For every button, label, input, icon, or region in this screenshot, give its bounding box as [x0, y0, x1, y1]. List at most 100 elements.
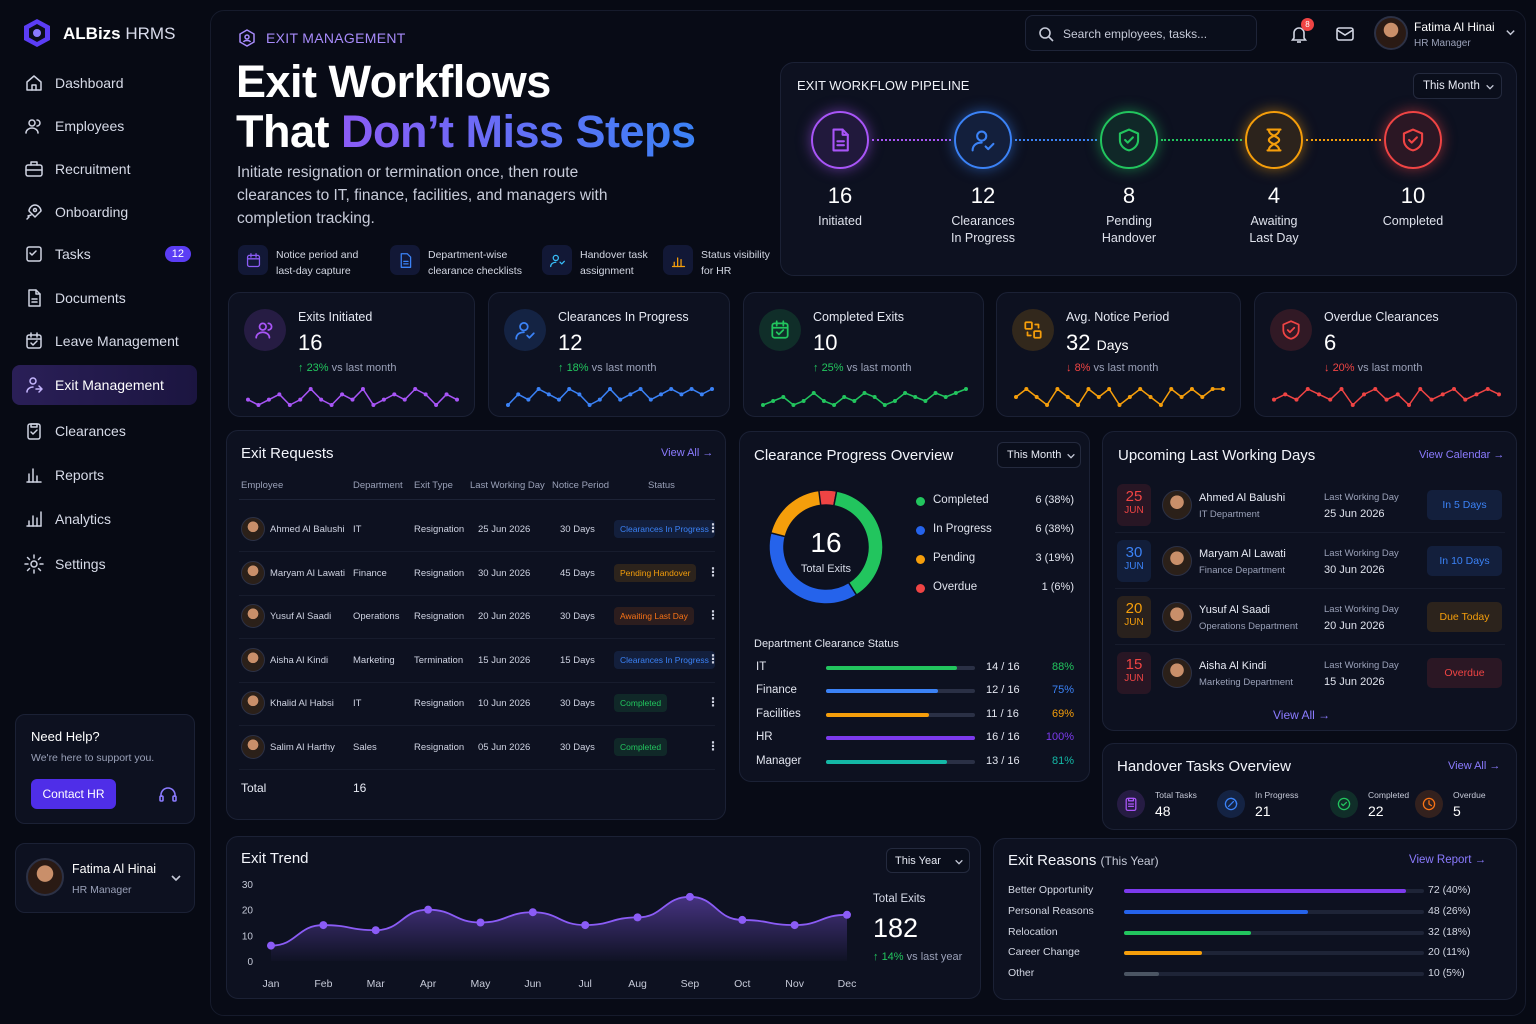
- sidebar-item-leave-management[interactable]: Leave Management: [12, 321, 197, 361]
- search-input[interactable]: Search employees, tasks...: [1025, 15, 1257, 51]
- sparkline-point: [1169, 387, 1174, 391]
- contact-hr-button[interactable]: Contact HR: [31, 779, 116, 809]
- sidebar-item-reports[interactable]: Reports: [12, 455, 197, 495]
- sparkline-point: [256, 403, 261, 407]
- divider: [239, 594, 715, 596]
- department: Sales: [353, 742, 377, 753]
- pipeline-step-2[interactable]: [954, 111, 1012, 169]
- sparkline-point: [608, 387, 612, 391]
- pipeline-step-label: Clearances In Progress: [951, 214, 1015, 245]
- arrow-right-icon: →: [702, 447, 714, 459]
- sparkline-point: [392, 392, 397, 397]
- more-options-icon[interactable]: ⋮: [707, 521, 719, 535]
- total-value: 16: [353, 781, 367, 795]
- more-options-icon[interactable]: ⋮: [707, 564, 719, 579]
- kpi-sparkline: [506, 387, 714, 407]
- avatar[interactable]: [1374, 16, 1408, 50]
- sidebar-item-tasks[interactable]: Tasks 12: [12, 234, 197, 274]
- sidebar-item-analytics[interactable]: Analytics: [12, 499, 197, 539]
- employee-department: Finance Department: [1199, 565, 1286, 576]
- more-options-icon[interactable]: ⋮: [707, 608, 719, 623]
- dept-count: 16 / 16: [986, 731, 1020, 744]
- last-working-day: 10 Jun 2026: [478, 698, 531, 710]
- pipeline-period-select[interactable]: This Month: [1413, 73, 1502, 99]
- sidebar-item-documents[interactable]: Documents: [12, 278, 197, 318]
- kpi-card: Exits Initiated 16 ↑ 23% vs last month: [228, 292, 475, 417]
- list-item[interactable]: 20 JUN Yusuf Al Saadi Operations Department…: [1103, 594, 1516, 645]
- employee-name: Ahmed Al Balushi: [1199, 492, 1286, 504]
- sidebar-item-clearances[interactable]: Clearances: [12, 411, 197, 451]
- sparkline-point: [933, 391, 938, 395]
- table-row[interactable]: Salim Al Harthy Sales Resignation 05 Jun 20…: [227, 727, 725, 770]
- pipeline-step-3[interactable]: [1100, 111, 1158, 169]
- table-row[interactable]: Ahmed Al Balushi IT Resignation 25 Jun 2026…: [227, 509, 725, 552]
- sidebar-item-recruitment[interactable]: Recruitment: [12, 149, 197, 189]
- legend-dot: [916, 497, 925, 506]
- sidebar-item-onboarding[interactable]: Onboarding: [12, 192, 197, 232]
- department: IT: [353, 698, 362, 710]
- pipeline-step-4[interactable]: [1245, 111, 1303, 169]
- clearance-period-select[interactable]: This Month: [997, 442, 1081, 468]
- last-working-day: 30 Jun 2026: [478, 567, 531, 579]
- more-options-icon[interactable]: ⋮: [707, 695, 719, 710]
- sparkline-point: [506, 403, 510, 407]
- sidebar-item-exit-management[interactable]: Exit Management: [12, 365, 197, 405]
- kpi-change: ↑ 18% vs last month: [558, 362, 657, 374]
- list-item[interactable]: 30 JUN Maryam Al Lawati Finance Department L…: [1103, 538, 1516, 589]
- table-row[interactable]: Maryam Al Lawati Finance Resignation 30 Jun…: [227, 553, 725, 596]
- sparkline-point: [1272, 397, 1276, 402]
- department: Finance: [353, 567, 387, 579]
- reason-label: Better Opportunity: [1008, 884, 1094, 896]
- more-options-icon[interactable]: ⋮: [707, 739, 719, 753]
- pipeline-step-1[interactable]: [811, 111, 869, 169]
- sparkline-point: [628, 392, 633, 397]
- lwd-date: 30 Jun 2026: [1324, 564, 1385, 576]
- sidebar-item-label: Employees: [55, 118, 125, 134]
- help-text: We're here to support you.: [31, 752, 155, 764]
- last-working-day: 15 Jun 2026: [478, 654, 531, 666]
- table-row[interactable]: Yusuf Al Saadi Operations Resignation 20 Ju…: [227, 596, 725, 640]
- reason-value: 72 (40%): [1428, 884, 1471, 896]
- dept-status-title: Department Clearance Status: [754, 638, 899, 650]
- exit-type: Resignation: [414, 698, 465, 710]
- handover-view-all[interactable]: View All →: [1448, 760, 1501, 772]
- dept-name: IT: [756, 661, 767, 673]
- pipeline-connector: [872, 139, 951, 141]
- table-row[interactable]: Aisha Al Kindi Marketing Termination 15 Jun…: [227, 640, 725, 683]
- sidebar-item-employees[interactable]: Employees: [12, 106, 197, 146]
- sparkline-point: [1045, 403, 1050, 407]
- x-tick-label: Nov: [785, 978, 804, 990]
- sidebar-item-label: Documents: [55, 290, 126, 306]
- view-report-link[interactable]: View Report →: [1409, 854, 1487, 866]
- sparkline-point: [557, 397, 561, 402]
- trend-period-select[interactable]: This Year: [886, 848, 970, 873]
- date-badge: 15 JUN: [1117, 652, 1151, 694]
- sidebar-item-dashboard[interactable]: Dashboard: [12, 63, 197, 103]
- view-calendar-link[interactable]: View Calendar →: [1419, 449, 1505, 461]
- hourglass-icon: [1261, 127, 1287, 153]
- status-badge: Completed: [614, 694, 668, 713]
- due-tag: Due Today: [1427, 602, 1502, 632]
- chevron-down-icon[interactable]: [1505, 27, 1516, 38]
- sparkline-point: [1117, 403, 1122, 407]
- exit-requests-view-all[interactable]: View All →: [661, 447, 714, 459]
- pipeline-step-5[interactable]: [1384, 111, 1442, 169]
- dept-percent: 88%: [1051, 661, 1074, 673]
- sidebar-item-settings[interactable]: Settings: [12, 544, 197, 584]
- x-tick-label: May: [471, 978, 492, 990]
- list-item[interactable]: 15 JUN Aisha Al Kindi Marketing Department L…: [1103, 650, 1516, 696]
- reason-value: 48 (26%): [1428, 904, 1471, 917]
- bell-icon[interactable]: [1289, 24, 1309, 44]
- x-tick-label: Oct: [734, 978, 750, 990]
- sparkline-point: [319, 397, 324, 402]
- chevron-down-icon[interactable]: [170, 872, 182, 884]
- kpi-card: Clearances In Progress 12 ↑ 18% vs last m…: [488, 292, 730, 417]
- kpi-label: Exits Initiated: [298, 310, 373, 324]
- upcoming-view-all[interactable]: View All →: [1273, 708, 1331, 722]
- table-row[interactable]: Khalid Al Habsi IT Resignation 10 Jun 2026 3…: [227, 683, 725, 727]
- mail-icon[interactable]: [1335, 25, 1355, 43]
- sidebar-user-name: Fatima Al Hinai: [72, 862, 157, 876]
- list-item[interactable]: 25 JUN Ahmed Al Balushi IT Department Last W…: [1103, 482, 1516, 533]
- sidebar-user-card[interactable]: Fatima Al Hinai HR Manager: [15, 843, 195, 913]
- more-options-icon[interactable]: ⋮: [707, 651, 719, 666]
